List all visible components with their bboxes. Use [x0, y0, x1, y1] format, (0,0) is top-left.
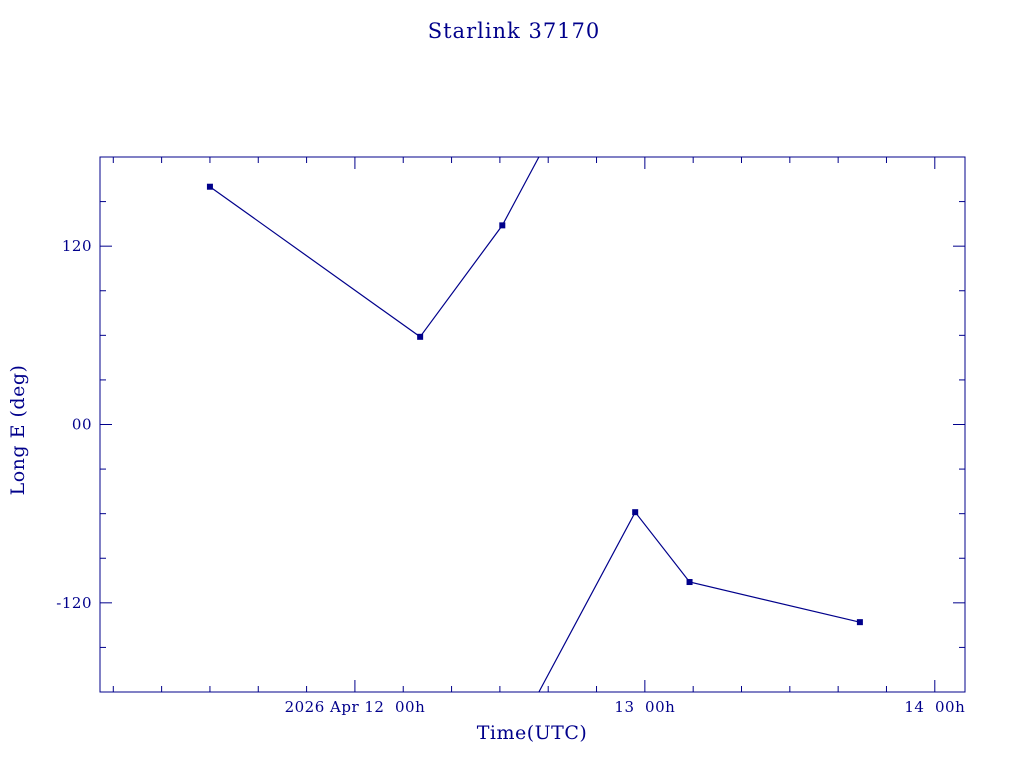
axis-tick-labels: 2026 Apr 12 00h 13 00h 14 00h 120 00 -120	[56, 237, 965, 716]
x-axis-title: Time(UTC)	[477, 722, 588, 744]
data-point-marker	[206, 183, 213, 190]
data-point-marker	[499, 222, 506, 229]
plot-border	[99, 156, 966, 693]
x-tick-label: 2026 Apr 12 00h	[285, 698, 426, 716]
longitude-series	[206, 156, 863, 693]
x-tick-label: 13 00h	[614, 698, 675, 716]
x-tick-label: 14 00h	[904, 698, 965, 716]
axis-ticks	[100, 157, 965, 692]
y-tick-label: 120	[62, 237, 92, 255]
y-tick-label: 00	[72, 416, 92, 434]
data-point-marker	[856, 619, 863, 626]
chart-title: Starlink 37170	[428, 19, 601, 43]
data-point-marker	[417, 333, 424, 340]
plot-frame	[99, 156, 966, 693]
longitude-line	[209, 156, 861, 693]
data-point-marker	[632, 509, 639, 516]
y-axis-title: Long E (deg)	[7, 365, 29, 496]
y-tick-label: -120	[56, 594, 92, 612]
data-point-marker	[686, 579, 693, 586]
